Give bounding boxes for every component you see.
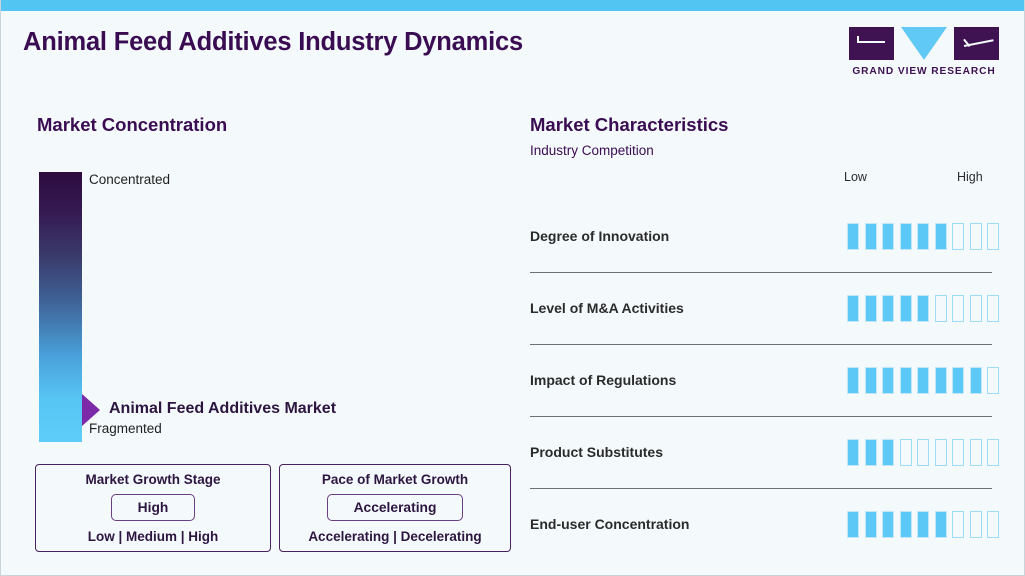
rating-tick-filled xyxy=(899,222,912,250)
scale-top-label: Concentrated xyxy=(89,172,171,187)
market-growth-stage-options: Low | Medium | High xyxy=(87,529,219,544)
rating-tick-empty xyxy=(952,222,964,250)
characteristic-label: Product Substitutes xyxy=(530,444,664,460)
rating-tick-empty xyxy=(952,438,964,466)
rating-tick-filled xyxy=(847,438,859,466)
rating-tick-filled xyxy=(899,294,912,322)
logo-block-left-icon xyxy=(849,27,894,60)
pace-of-market-growth-options: Accelerating | Decelerating xyxy=(308,529,482,544)
rating-tick-filled xyxy=(847,222,859,250)
rating-tick-empty xyxy=(952,294,964,322)
rating-tick-filled xyxy=(864,366,877,394)
characteristics-rows: Degree of Innovation Level of M&A Activit… xyxy=(530,200,1008,560)
rating-tick-filled xyxy=(952,366,964,394)
rating-tick-filled xyxy=(917,294,929,322)
rating-tick-empty xyxy=(987,222,999,250)
characteristic-row: Impact of Regulations xyxy=(530,344,1008,416)
rating-tick-filled xyxy=(917,222,929,250)
rating-tick-filled xyxy=(882,510,894,538)
rating-tick-filled xyxy=(864,510,877,538)
axis-low-label: Low xyxy=(844,170,867,184)
rating-tick-empty xyxy=(934,438,947,466)
rating-tick-filled xyxy=(882,222,894,250)
characteristic-rating-bar xyxy=(847,366,999,394)
rating-tick-filled xyxy=(864,222,877,250)
rating-tick-filled xyxy=(864,294,877,322)
rating-tick-empty xyxy=(917,438,929,466)
pace-of-market-growth-heading: Pace of Market Growth xyxy=(321,472,469,487)
market-position-label: Animal Feed Additives Market xyxy=(109,400,337,417)
rating-tick-empty xyxy=(987,510,999,538)
market-concentration-title: Market Concentration xyxy=(37,114,228,135)
header: Animal Feed Additives Industry Dynamics … xyxy=(1,11,1024,86)
market-growth-stage-box: Market Growth Stage High Low | Medium | … xyxy=(35,464,271,552)
market-position-marker-icon xyxy=(82,394,100,426)
rating-tick-empty xyxy=(969,510,982,538)
rating-tick-filled xyxy=(899,510,912,538)
pace-of-market-growth-box: Pace of Market Growth Accelerating Accel… xyxy=(279,464,511,552)
rating-tick-filled xyxy=(882,366,894,394)
axis-high-label: High xyxy=(957,170,983,184)
characteristic-row: End-user Concentration xyxy=(530,488,1008,560)
rating-tick-filled xyxy=(934,366,947,394)
rating-tick-filled xyxy=(917,510,929,538)
characteristic-rating-bar xyxy=(847,510,999,538)
rating-tick-empty xyxy=(934,294,947,322)
rating-tick-empty xyxy=(969,294,982,322)
rating-tick-filled xyxy=(934,510,947,538)
rating-tick-filled xyxy=(847,510,859,538)
characteristic-label: Impact of Regulations xyxy=(530,372,677,388)
market-growth-stage-value: High xyxy=(110,494,196,521)
logo-marks xyxy=(849,27,999,60)
market-characteristics-panel: Market Characteristics Industry Competit… xyxy=(513,96,1024,575)
top-accent-bar xyxy=(1,0,1024,11)
rating-tick-empty xyxy=(952,510,964,538)
characteristic-rating-bar xyxy=(847,438,999,466)
market-concentration-panel: Market Concentration Concentrated Fragme… xyxy=(1,96,513,575)
rating-tick-filled xyxy=(899,366,912,394)
pace-of-market-growth-value: Accelerating xyxy=(326,494,464,521)
characteristic-row: Product Substitutes xyxy=(530,416,1008,488)
rating-tick-empty xyxy=(987,294,999,322)
rating-tick-empty xyxy=(987,366,999,394)
rating-tick-filled xyxy=(882,438,894,466)
rating-tick-filled xyxy=(882,294,894,322)
rating-tick-filled xyxy=(934,222,947,250)
rating-tick-filled xyxy=(847,366,859,394)
concentration-gradient-bar xyxy=(39,172,82,442)
brand-logo: GRAND VIEW RESEARCH xyxy=(849,27,999,77)
rating-tick-filled xyxy=(969,366,982,394)
logo-block-right-icon xyxy=(954,27,999,60)
characteristic-row: Degree of Innovation xyxy=(530,200,1008,272)
market-characteristics-title: Market Characteristics xyxy=(530,114,729,135)
characteristic-label: Degree of Innovation xyxy=(530,228,670,244)
rating-tick-filled xyxy=(917,366,929,394)
logo-triangle-icon xyxy=(901,27,947,60)
rating-tick-empty xyxy=(987,438,999,466)
rating-tick-empty xyxy=(969,438,982,466)
market-characteristics-subtitle: Industry Competition xyxy=(530,143,654,158)
characteristic-rating-bar xyxy=(847,222,999,250)
rating-tick-filled xyxy=(864,438,877,466)
characteristic-rating-bar xyxy=(847,294,999,322)
rating-tick-empty xyxy=(899,438,912,466)
rating-tick-filled xyxy=(847,294,859,322)
page-title: Animal Feed Additives Industry Dynamics xyxy=(23,28,523,56)
rating-tick-empty xyxy=(969,222,982,250)
scale-bottom-label: Fragmented xyxy=(89,421,162,436)
market-growth-stage-heading: Market Growth Stage xyxy=(85,472,221,487)
characteristic-row: Level of M&A Activities xyxy=(530,272,1008,344)
characteristic-label: Level of M&A Activities xyxy=(530,300,684,316)
characteristic-label: End-user Concentration xyxy=(530,516,690,532)
logo-text: GRAND VIEW RESEARCH xyxy=(852,66,996,77)
